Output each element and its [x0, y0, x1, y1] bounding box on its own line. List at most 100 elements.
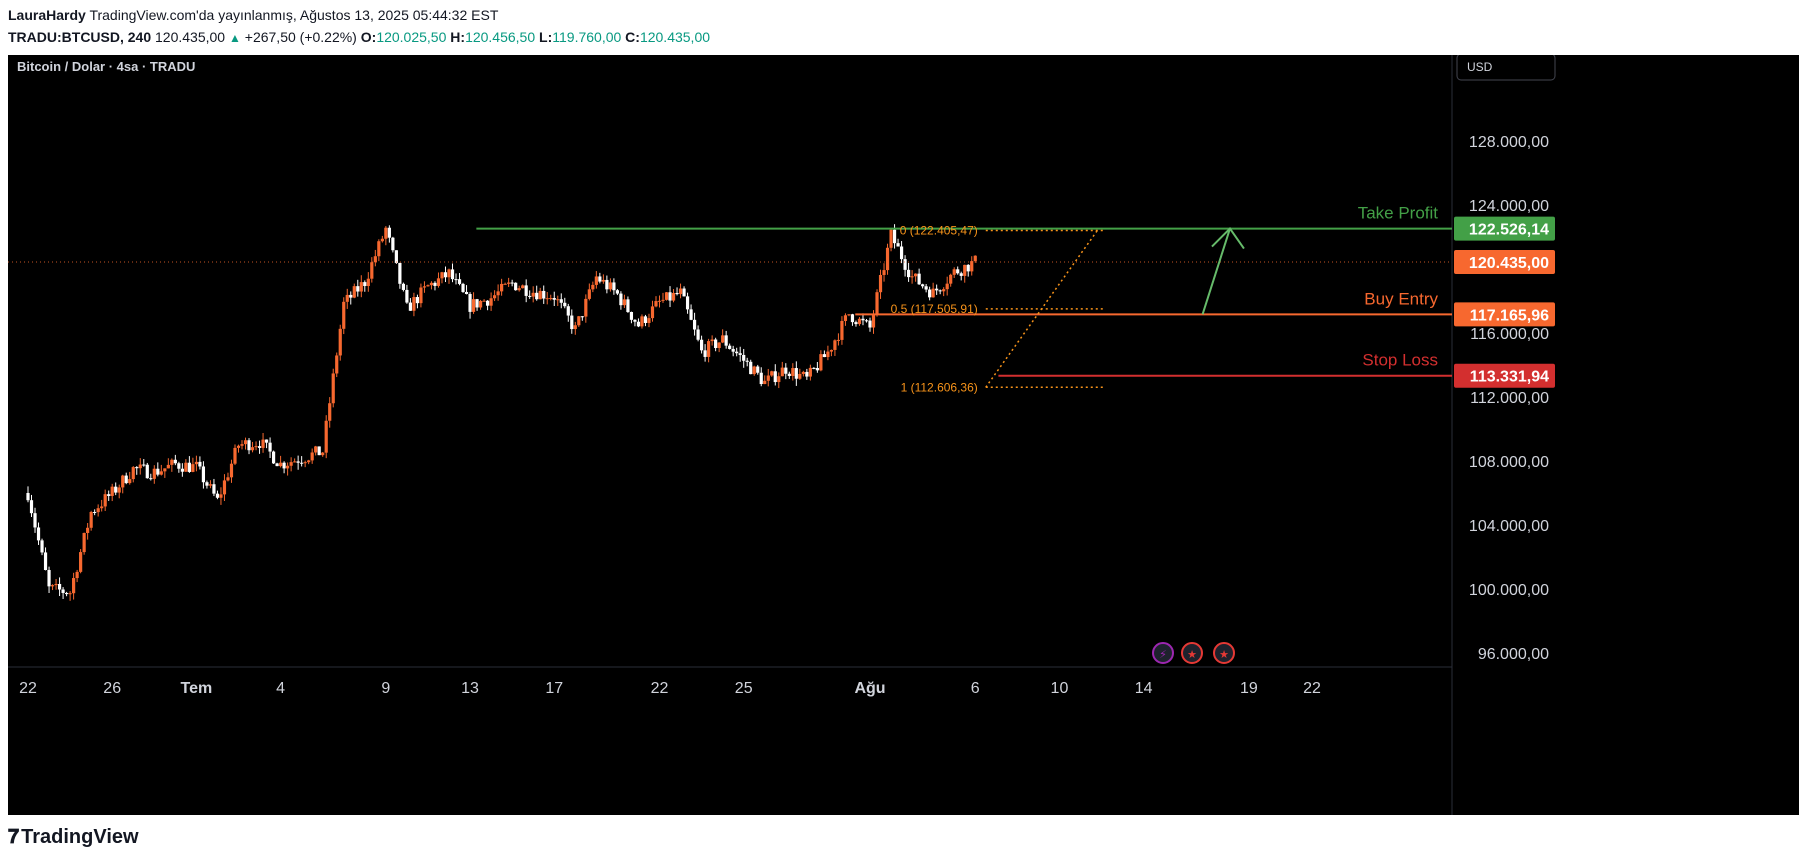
candle-body — [507, 282, 511, 284]
candle-body — [619, 293, 623, 306]
candle-body — [363, 282, 367, 287]
level-price-tag-bg — [1454, 216, 1555, 241]
candle-body — [145, 464, 149, 479]
candle-body — [247, 440, 251, 451]
close-value: 120.435,00 — [639, 29, 711, 45]
candle-body — [591, 284, 595, 290]
currency-label: USD — [1467, 60, 1493, 74]
y-tick-label: 100.000,00 — [1469, 582, 1549, 599]
level-price-tag: 117.165,96 — [1470, 307, 1549, 324]
candle-body — [370, 262, 374, 279]
author-name[interactable]: LauraHardy — [8, 7, 86, 23]
candle-body — [180, 468, 184, 472]
x-tick-label: 14 — [1135, 680, 1153, 697]
candle-body — [685, 296, 690, 310]
candle-body — [570, 315, 574, 330]
candle-body — [714, 339, 718, 349]
y-tick-label: 96.000,00 — [1478, 646, 1549, 663]
candle-body — [222, 480, 227, 495]
candle-body — [321, 452, 325, 456]
candle-body — [678, 288, 683, 295]
candle-body — [563, 302, 567, 307]
candle-body — [268, 442, 272, 452]
candle-body — [885, 247, 890, 271]
candle-body — [882, 270, 886, 275]
candle-body — [159, 471, 163, 475]
candle-body — [464, 291, 469, 295]
candle-body — [857, 318, 862, 325]
candle-body — [633, 319, 637, 322]
candle-body — [521, 285, 525, 289]
candle-body — [496, 291, 500, 296]
candle-body — [443, 272, 448, 278]
x-tick-label: 9 — [381, 680, 390, 697]
candle-body — [826, 351, 830, 358]
x-tick-label: 4 — [276, 680, 285, 697]
candle-body — [556, 299, 560, 301]
candle-body — [896, 243, 900, 247]
candle-body — [454, 279, 458, 281]
candle-body — [156, 468, 160, 475]
candle-body — [240, 444, 244, 446]
candle-body — [738, 353, 742, 355]
chart-panel[interactable]: Bitcoin / Dolar · 4sa · TRADU USD 96.000,0… — [8, 55, 1799, 815]
candle-body — [373, 256, 377, 263]
candle-body — [215, 493, 220, 498]
candles-group — [26, 224, 977, 601]
level-price-tag: 113.331,94 — [1470, 369, 1549, 386]
x-tick-label: 13 — [461, 680, 479, 697]
candle-body — [535, 292, 539, 300]
candle-body — [471, 299, 476, 312]
candle-body — [822, 354, 826, 358]
candle-body — [493, 295, 497, 299]
candle-body — [447, 269, 451, 278]
candle-body — [236, 445, 241, 448]
candle-body — [703, 350, 707, 357]
candle-body — [735, 351, 739, 354]
candle-body — [107, 494, 111, 496]
candle-body — [300, 462, 304, 464]
candle-body — [935, 288, 939, 291]
candle-body — [871, 314, 876, 328]
candle-body — [903, 259, 907, 270]
candle-body — [559, 299, 563, 303]
lightning-event-icon — [1152, 642, 1174, 664]
candle-body — [264, 439, 269, 443]
fib-trend-line — [985, 230, 1098, 388]
candle-body — [426, 285, 430, 287]
ohlc-bar: TRADU:BTCUSD, 240 120.435,00 ▲ +267,50 (… — [8, 29, 710, 45]
candle-body — [906, 269, 911, 278]
x-tick-label: 25 — [735, 680, 753, 697]
low-label: L: — [539, 29, 553, 45]
candle-body — [636, 321, 641, 327]
candle-body — [419, 287, 423, 304]
price-chart[interactable]: Bitcoin / Dolar · 4sa · TRADU USD 96.000,0… — [8, 55, 1799, 815]
candle-body — [763, 380, 767, 385]
candle-body — [173, 459, 177, 464]
x-tick-label: 10 — [1051, 680, 1069, 697]
candle-body — [75, 571, 79, 579]
candle-body — [864, 320, 869, 322]
candle-body — [103, 494, 107, 507]
candle-body — [889, 229, 893, 248]
candle-body — [945, 283, 949, 290]
candle-body — [566, 306, 570, 316]
lightning-event-icon-glyph: ⚡ — [1159, 648, 1167, 661]
x-tick-label: 22 — [19, 680, 37, 697]
candle-body — [293, 461, 297, 463]
x-tick-label: Tem — [181, 680, 213, 697]
target-arrow-head — [1211, 227, 1245, 250]
candle-body — [261, 439, 265, 448]
candle-body — [657, 300, 662, 302]
candle-body — [692, 319, 697, 330]
level-name: Stop Loss — [1362, 351, 1438, 370]
candle-body — [243, 440, 248, 445]
candle-body — [594, 276, 598, 285]
candle-body — [615, 290, 619, 294]
open-label: O: — [360, 29, 377, 45]
candle-body — [552, 298, 556, 300]
candle-body — [324, 420, 328, 453]
candle-body — [307, 460, 311, 463]
high-label: H: — [450, 29, 466, 45]
candle-body — [198, 461, 202, 467]
